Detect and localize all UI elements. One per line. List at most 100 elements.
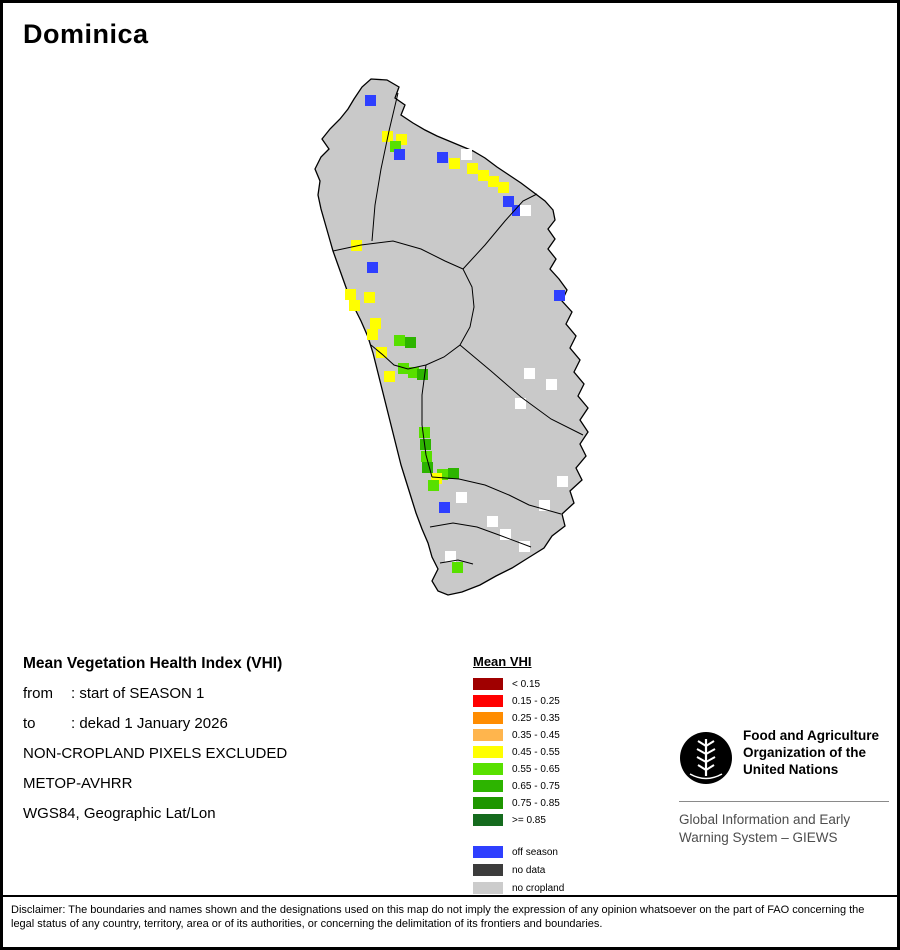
district-boundary: [421, 364, 433, 478]
vhi-cell-yellow: [478, 170, 489, 181]
vhi-cell-blue: [554, 290, 565, 301]
dominica-vhi-map: [314, 78, 589, 596]
fao-org-line: United Nations: [743, 762, 839, 777]
metadata-heading: Mean Vegetation Health Index (VHI): [23, 655, 283, 672]
vhi-cell-blue: [365, 95, 376, 106]
metadata-row: METOP-AVHRR: [23, 769, 287, 799]
vhi-cell-green1: [394, 335, 405, 346]
legend-label: >= 0.85: [512, 814, 546, 826]
branding-divider: [679, 801, 889, 802]
vhi-cell-yellow: [384, 371, 395, 382]
legend-other-list: off season no data no cropland: [473, 846, 564, 894]
vhi-legend: Mean VHI < 0.15 0.15 - 0.25 0.25 - 0.35 0.3…: [473, 653, 564, 900]
legend-label: off season: [512, 846, 558, 858]
legend-entry: 0.75 - 0.85: [473, 797, 564, 809]
vhi-cell-yellow: [396, 134, 407, 145]
vhi-cell-yellow: [376, 347, 387, 358]
district-boundary: [332, 240, 464, 270]
disclaimer-text: Disclaimer: The boundaries and names sho…: [11, 904, 865, 930]
metadata-value: WGS84, Geographic Lat/Lon: [23, 805, 216, 822]
fao-org-line: Food and Agriculture: [743, 728, 879, 743]
legend-label: 0.55 - 0.65: [512, 763, 560, 775]
legend-swatch: [473, 746, 503, 758]
district-boundary: [462, 193, 538, 270]
legend-title: Mean VHI: [473, 654, 532, 669]
vhi-cell-yellow: [349, 300, 360, 311]
legend-entry: off season: [473, 846, 564, 858]
metadata-row: WGS84, Geographic Lat/Lon: [23, 799, 287, 829]
metadata-value: NON-CROPLAND PIXELS EXCLUDED: [23, 745, 288, 762]
legend-label: 0.45 - 0.55: [512, 746, 560, 758]
metadata-label: from: [23, 685, 53, 702]
district-boundary: [439, 559, 474, 565]
metadata-row: NON-CROPLAND PIXELS EXCLUDED: [23, 739, 287, 769]
vhi-cell-blue: [394, 149, 405, 160]
vhi-cell-white: [524, 368, 535, 379]
vhi-cell-green2: [420, 439, 431, 450]
legend-swatch: [473, 712, 503, 724]
metadata-label: to: [23, 715, 36, 732]
page-title: Dominica: [23, 19, 149, 49]
legend-entry: 0.45 - 0.55: [473, 746, 564, 758]
map-metadata-block: Mean Vegetation Health Index (VHI) from:…: [23, 649, 287, 829]
vhi-cell-green1: [437, 469, 448, 480]
legend-gap: [473, 831, 564, 846]
district-boundary: [370, 268, 475, 370]
district-boundary: [371, 92, 399, 242]
fao-brand-top: Food and Agriculture Organization of the U…: [679, 727, 889, 791]
district-boundary: [429, 522, 532, 548]
district-boundary: [431, 476, 562, 515]
fao-org-line: Organization of the: [743, 745, 866, 760]
vhi-cell-green1: [428, 480, 439, 491]
vhi-cell-white: [487, 516, 498, 527]
vhi-cell-blue: [437, 152, 448, 163]
vhi-cell-green1: [398, 363, 409, 374]
vhi-cell-white: [519, 541, 530, 552]
metadata-row: from : start of SEASON 1: [23, 679, 287, 709]
legend-swatch: [473, 678, 503, 690]
vhi-cell-yellow: [364, 292, 375, 303]
legend-class-list: < 0.15 0.15 - 0.25 0.25 - 0.35 0.35 - 0.45 0…: [473, 678, 564, 826]
metadata-value: METOP-AVHRR: [23, 775, 133, 792]
legend-swatch: [473, 864, 503, 876]
vhi-cell-yellow: [449, 158, 460, 169]
vhi-cell-yellow: [345, 289, 356, 300]
legend-label: < 0.15: [512, 678, 541, 690]
giews-line: Warning System – GIEWS: [679, 830, 838, 845]
vhi-cell-white: [546, 379, 557, 390]
legend-swatch: [473, 882, 503, 894]
legend-entry: >= 0.85: [473, 814, 564, 826]
vhi-cell-green1: [419, 427, 430, 438]
vhi-cell-green2: [422, 462, 433, 473]
vhi-cell-white: [515, 398, 526, 409]
legend-label: no cropland: [512, 882, 565, 894]
legend-swatch: [473, 780, 503, 792]
vhi-cell-blue: [439, 502, 450, 513]
metadata-row: to: dekad 1 January 2026: [23, 709, 287, 739]
legend-label: 0.15 - 0.25: [512, 695, 560, 707]
vhi-cell-yellow: [467, 163, 478, 174]
legend-entry: 0.15 - 0.25: [473, 695, 564, 707]
district-boundary: [459, 344, 584, 436]
vhi-cell-green2: [417, 369, 428, 380]
vhi-cell-yellow: [431, 473, 442, 484]
vhi-cell-white: [539, 500, 550, 511]
legend-swatch: [473, 695, 503, 707]
legend-entry: < 0.15: [473, 678, 564, 690]
legend-entry: 0.65 - 0.75: [473, 780, 564, 792]
fao-org-name: Food and Agriculture Organization of the U…: [743, 727, 889, 778]
legend-label: 0.65 - 0.75: [512, 780, 560, 792]
island-outline: [314, 78, 589, 596]
fao-logo-icon: [680, 732, 732, 784]
vhi-cell-white: [520, 205, 531, 216]
vhi-cell-white: [461, 149, 472, 160]
vhi-cell-yellow: [488, 176, 499, 187]
vhi-cell-green1: [408, 367, 419, 378]
legend-entry: 0.25 - 0.35: [473, 712, 564, 724]
legend-swatch: [473, 797, 503, 809]
vhi-cell-green2: [448, 468, 459, 479]
metadata-value: : start of SEASON 1: [71, 685, 205, 702]
legend-swatch: [473, 846, 503, 858]
legend-label: 0.35 - 0.45: [512, 729, 560, 741]
